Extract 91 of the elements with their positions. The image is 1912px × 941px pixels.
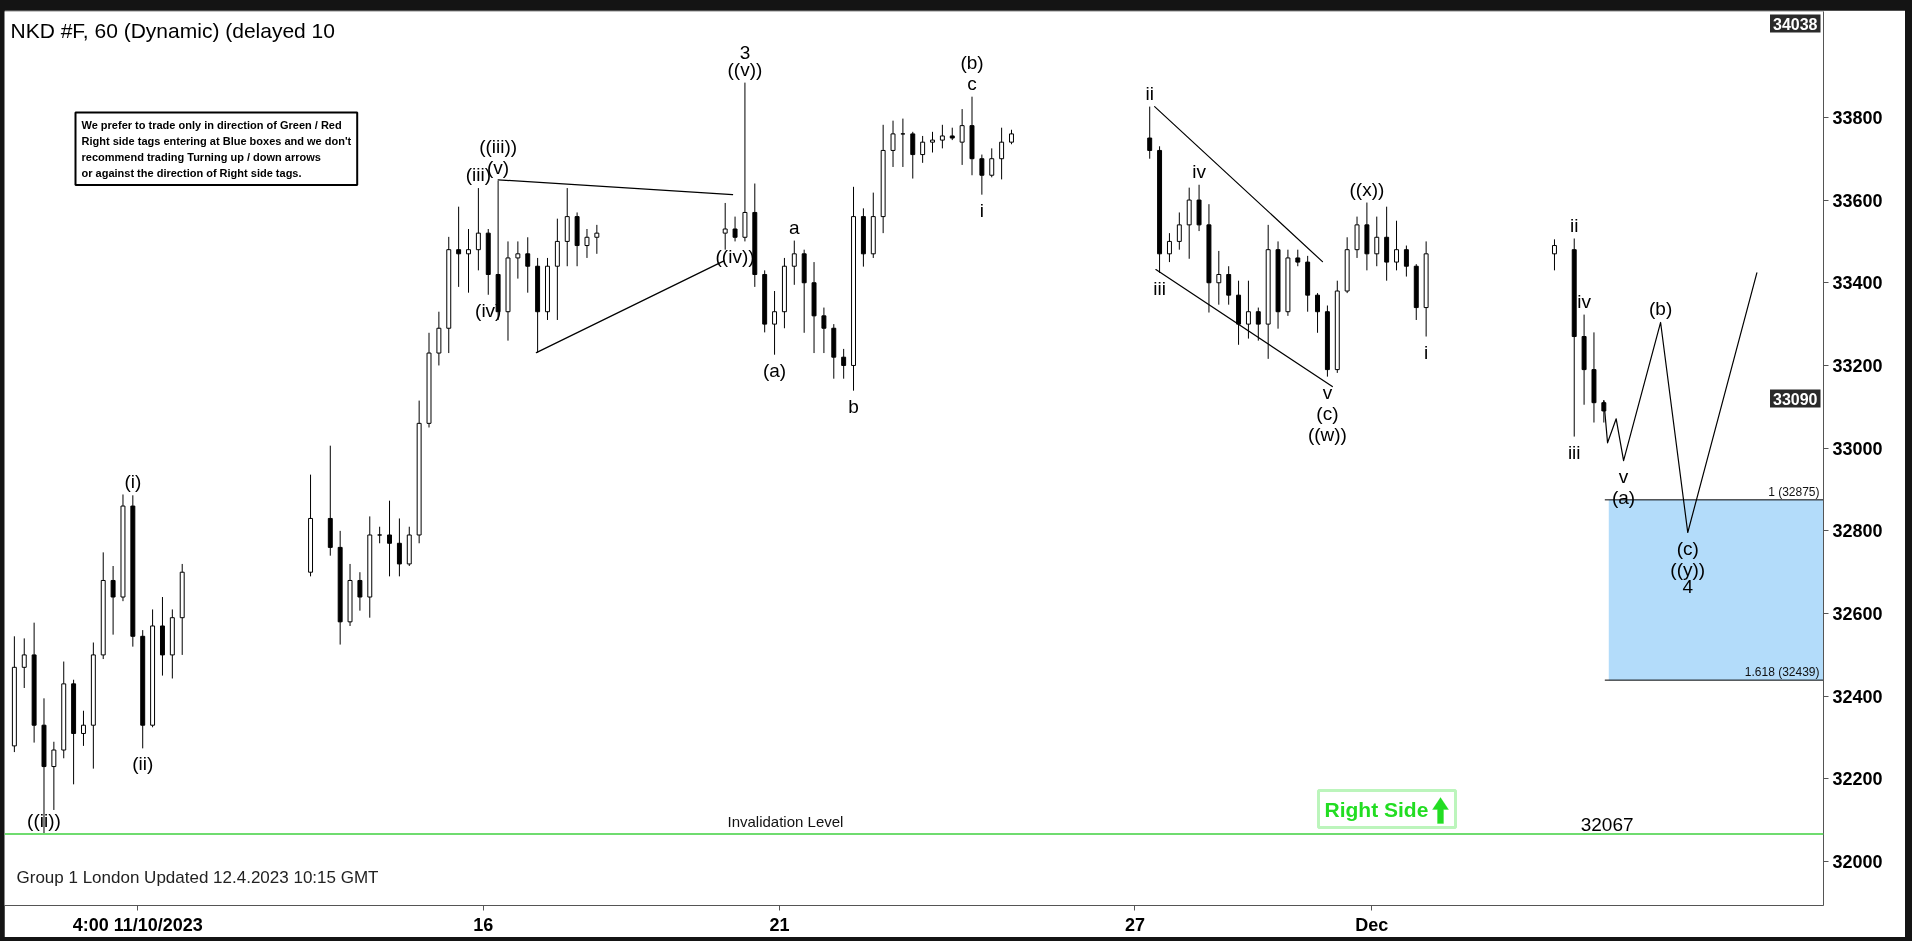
annotation: (c) (1316, 402, 1339, 424)
candlestick (939, 124, 945, 149)
candlestick (525, 236, 531, 294)
candlestick (466, 228, 471, 294)
candlestick (110, 565, 116, 636)
annotation: ((iii)) (479, 135, 518, 157)
annotation: Group 1 London Updated 12.4.2023 10:15 GMT (16, 867, 379, 887)
x-tick-label: 16 (473, 914, 494, 935)
annotation: (i) (124, 471, 142, 493)
annotation: ii (1145, 82, 1154, 104)
annotation: v (1322, 381, 1333, 403)
y-tick-label: 32800 (1832, 521, 1883, 542)
y-tick-label: 33400 (1832, 273, 1883, 294)
candlestick (387, 500, 392, 577)
annotation: ((w)) (1307, 423, 1347, 445)
candlestick (821, 307, 827, 354)
candlestick (1147, 106, 1153, 160)
annotation: 33090 (1773, 390, 1818, 408)
candlestick (722, 202, 728, 251)
candlestick (81, 710, 86, 747)
y-tick-label: 33800 (1832, 107, 1883, 128)
candlestick (1216, 250, 1222, 306)
candlestick (930, 131, 935, 154)
annotation: (c) (1676, 537, 1699, 559)
y-tick-label: 32600 (1832, 604, 1883, 625)
candlestick (900, 118, 906, 168)
candlestick (594, 224, 600, 255)
candlestick (1552, 238, 1557, 271)
candlestick (1226, 265, 1232, 306)
ref-line-label: Invalidation Level (727, 812, 844, 830)
candlestick (772, 290, 778, 356)
candlestick (791, 240, 797, 286)
annotation: iv (1577, 290, 1592, 312)
annotation: (ii) (132, 753, 154, 775)
annotation: v (1618, 465, 1629, 487)
candlestick (357, 571, 363, 612)
annotation: c (967, 72, 977, 94)
y-tick-label: 32200 (1832, 769, 1883, 790)
annotation: ((x)) (1349, 178, 1385, 200)
candlestick (21, 637, 27, 689)
candlestick (920, 135, 926, 164)
annotation: ii (1570, 214, 1579, 236)
x-tick-label: Dec (1355, 914, 1389, 935)
annotation: iv (1192, 160, 1207, 182)
candlestick (396, 517, 402, 577)
annotation: We prefer to trade only in direction of Green / Red Right side tags entering at Blue boxes and we don't recommend trading Turning up / down arrows or against the direction of Right side tags. (81, 118, 352, 180)
candlestick (959, 108, 965, 166)
candlestick (999, 127, 1005, 180)
candlestick (732, 216, 738, 242)
annotation: Right Side (1324, 797, 1429, 821)
annotation: b (848, 395, 859, 417)
annotation: i (1424, 341, 1429, 363)
candlestick (841, 348, 847, 380)
x-tick-label: 21 (769, 914, 790, 935)
candlestick (989, 147, 995, 178)
x-tick-label: 27 (1124, 914, 1145, 935)
y-tick-label: 33000 (1832, 438, 1883, 459)
annotation: 32067 (1580, 813, 1634, 835)
candlestick (890, 120, 896, 168)
y-tick-label: 33600 (1832, 190, 1883, 211)
x-tick-label: 4:00 11/10/2023 (72, 914, 203, 935)
candlestick (1255, 307, 1261, 342)
candlestick (1166, 232, 1172, 263)
ref-line-label: 1.618 (32439) (1744, 665, 1820, 680)
candlestick (979, 154, 985, 196)
candlestick (1403, 245, 1409, 278)
candlestick (910, 131, 916, 180)
candlestick (51, 741, 57, 811)
candlestick (515, 240, 521, 280)
annotation: a (789, 216, 801, 238)
chart-title: NKD #F, 60 (Dynamic) (delayed 10 (10, 19, 335, 42)
annotation: (b) (1648, 298, 1673, 320)
y-tick-label: 33200 (1832, 355, 1883, 376)
candlestick (1394, 220, 1399, 271)
ref-line-label: 1 (32875) (1768, 484, 1820, 499)
annotation: i (979, 199, 984, 221)
annotation: (a) (762, 359, 787, 381)
candlestick (475, 187, 481, 271)
candlestick (1245, 280, 1251, 340)
y-tick-label: 32400 (1832, 686, 1883, 707)
annotation: 34038 (1773, 15, 1818, 33)
annotation: iii (1567, 441, 1581, 463)
candlestick (1374, 216, 1380, 267)
y-tick-label: 32000 (1832, 852, 1883, 873)
annotation: iii (1153, 277, 1166, 299)
candlestick (456, 206, 462, 288)
annotation: (b) (960, 51, 984, 73)
candlestick (1176, 211, 1182, 251)
annotation: ((ii)) (27, 809, 61, 831)
candlestick (584, 228, 590, 259)
candlestick (1315, 292, 1321, 334)
